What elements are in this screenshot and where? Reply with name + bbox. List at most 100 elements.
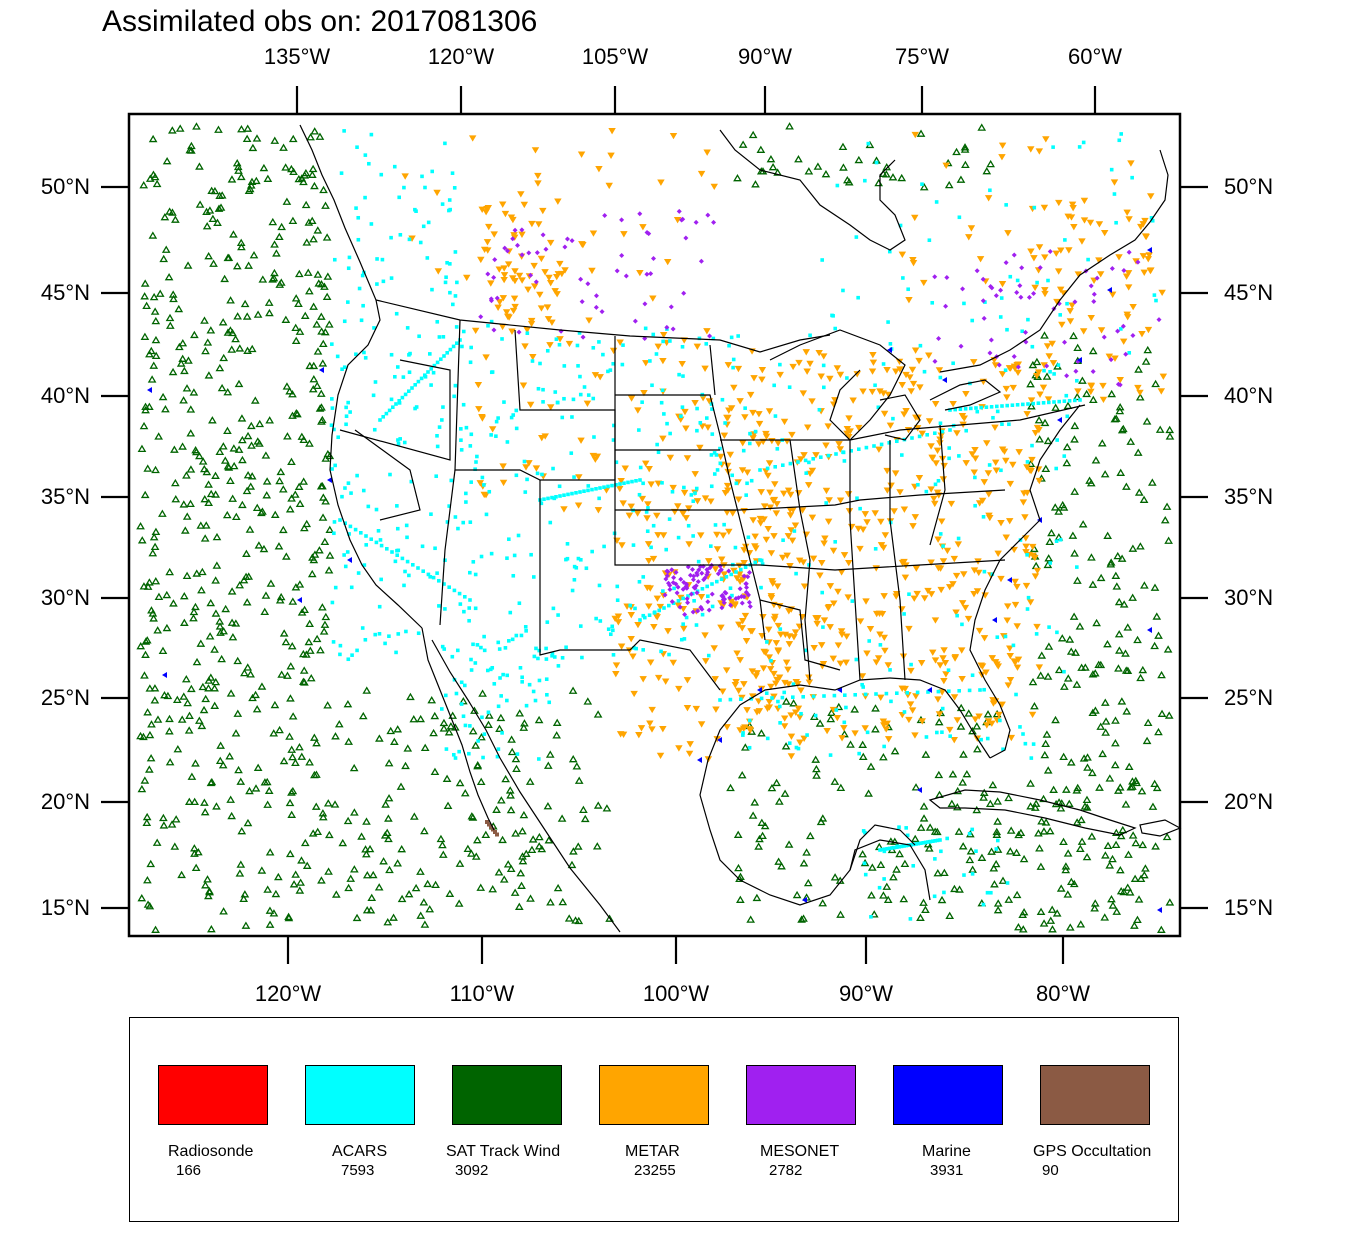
sat-track-wind-marker	[275, 280, 285, 288]
sat-track-wind-marker	[1040, 331, 1049, 339]
acars-marker	[753, 560, 757, 565]
sat-track-wind-marker	[386, 726, 396, 735]
acars-marker	[1007, 422, 1011, 427]
acars-marker	[919, 841, 923, 845]
mesonet-marker	[974, 268, 980, 274]
mesonet-marker	[533, 279, 539, 285]
sat-track-wind-marker	[146, 859, 156, 868]
metar-marker	[1068, 302, 1076, 309]
legend-swatch-sat-track-wind	[452, 1065, 562, 1125]
metar-marker	[1054, 268, 1063, 275]
acars-marker	[681, 374, 685, 378]
metar-marker	[830, 600, 838, 607]
acars-marker	[1025, 607, 1030, 611]
acars-marker	[641, 575, 646, 579]
sat-track-wind-marker	[1100, 913, 1110, 921]
acars-marker	[580, 655, 584, 660]
sat-track-wind-marker	[282, 382, 292, 390]
sat-track-wind-marker	[165, 321, 175, 329]
metar-marker	[755, 441, 763, 448]
metar-marker	[896, 366, 904, 373]
acars-marker	[882, 744, 886, 749]
metar-marker	[931, 617, 940, 624]
sat-track-wind-marker	[205, 886, 214, 895]
acars-marker	[476, 739, 480, 743]
metar-marker	[511, 268, 519, 275]
metar-marker	[596, 374, 604, 381]
sat-track-wind-marker	[142, 636, 152, 644]
acars-marker	[684, 615, 689, 620]
mesonet-marker	[1108, 357, 1114, 363]
acars-marker	[377, 604, 382, 609]
metar-marker	[697, 532, 705, 539]
acars-marker	[1063, 238, 1067, 242]
metar-marker	[762, 433, 771, 440]
sat-track-wind-marker	[1131, 838, 1141, 847]
metar-marker	[1039, 384, 1048, 391]
acars-marker	[648, 359, 652, 363]
metar-marker	[1134, 384, 1142, 392]
metar-marker	[664, 628, 672, 635]
sat-track-wind-marker	[768, 162, 778, 171]
sat-track-wind-marker	[1143, 345, 1153, 354]
metar-marker	[686, 741, 694, 748]
sat-track-wind-marker	[507, 735, 516, 743]
sat-track-wind-marker	[170, 842, 180, 850]
sat-track-wind-marker	[1154, 631, 1163, 639]
metar-marker	[483, 239, 492, 246]
metar-marker	[735, 562, 744, 570]
acars-marker	[710, 407, 714, 411]
acars-marker	[960, 622, 964, 627]
metar-marker	[638, 495, 647, 503]
acars-marker	[379, 543, 384, 548]
acars-marker	[402, 185, 406, 190]
metar-marker	[757, 489, 765, 496]
acars-marker	[501, 672, 505, 677]
metar-marker	[1043, 343, 1052, 350]
metar-marker	[703, 149, 711, 156]
sat-track-wind-marker	[429, 728, 438, 737]
metar-marker	[776, 371, 784, 379]
metar-marker	[971, 716, 980, 723]
metar-marker	[524, 286, 532, 294]
bottom-lon-label: 120°W	[254, 981, 322, 1006]
sat-track-wind-marker	[815, 719, 825, 727]
acars-marker	[393, 559, 398, 564]
sat-track-wind-marker	[564, 914, 574, 922]
metar-marker	[1002, 534, 1010, 541]
sat-track-wind-marker	[219, 627, 228, 635]
sat-track-wind-marker	[1157, 709, 1167, 717]
sat-track-wind-marker	[148, 134, 158, 143]
acars-marker	[661, 339, 665, 344]
sat-track-wind-marker	[147, 375, 157, 383]
acars-marker	[897, 825, 901, 829]
sat-track-wind-marker	[154, 432, 163, 440]
sat-track-wind-marker	[1096, 573, 1106, 582]
sat-track-wind-marker	[573, 842, 583, 850]
metar-marker	[795, 359, 803, 367]
sat-track-wind-marker	[215, 447, 225, 455]
metar-marker	[938, 689, 946, 696]
acars-marker	[689, 493, 694, 497]
acars-marker	[336, 435, 341, 440]
acars-marker	[638, 618, 642, 622]
metar-marker	[855, 424, 863, 432]
sat-track-wind-marker	[317, 279, 326, 288]
sat-track-wind-marker	[1004, 895, 1014, 903]
metar-marker	[643, 515, 651, 522]
sat-track-wind-marker	[826, 714, 836, 723]
acars-marker	[606, 369, 610, 374]
metar-marker	[685, 750, 694, 758]
sat-track-wind-marker	[259, 163, 269, 172]
sat-track-wind-marker	[501, 774, 510, 783]
sat-track-wind-marker	[846, 740, 855, 748]
metar-marker	[937, 518, 946, 525]
acars-marker	[430, 169, 435, 174]
metar-marker	[565, 340, 574, 348]
mesonet-marker	[998, 287, 1004, 293]
acars-marker	[873, 547, 878, 551]
sat-track-wind-marker	[312, 634, 322, 643]
sat-track-wind-marker	[867, 863, 877, 871]
sat-track-wind-marker	[247, 344, 257, 353]
acars-marker	[578, 490, 582, 494]
